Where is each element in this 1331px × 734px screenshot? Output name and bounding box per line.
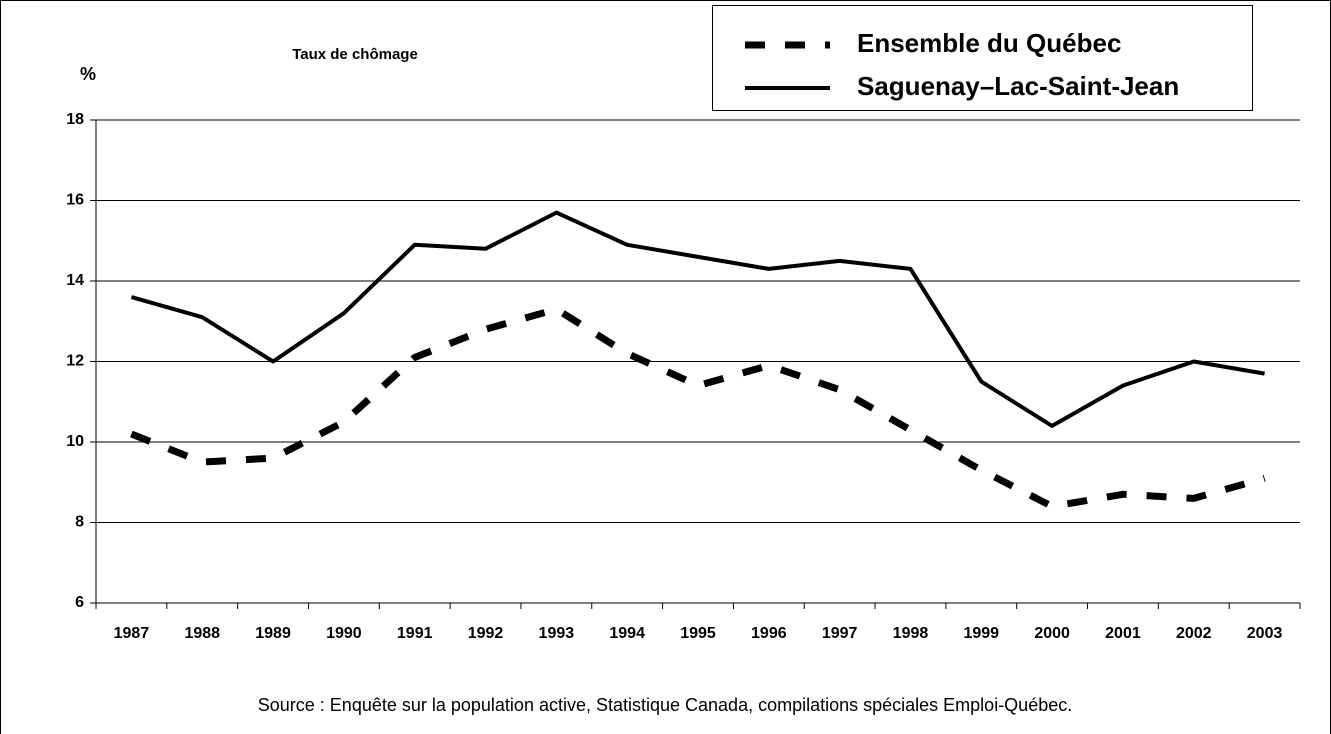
y-tick-label: 6 [75, 594, 84, 611]
x-tick-label: 1987 [114, 625, 150, 642]
x-tick-label: 2000 [1034, 625, 1070, 642]
legend-label: Saguenay–Lac-Saint-Jean [857, 71, 1179, 101]
y-tick-label: 16 [66, 192, 84, 209]
y-tick-label: 18 [66, 111, 84, 128]
y-axis-label: % [80, 64, 96, 84]
line-series [130, 305, 1266, 510]
x-tick-label: 1996 [751, 625, 787, 642]
x-tick-label: 1990 [326, 625, 362, 642]
x-tick-label: 1993 [539, 625, 575, 642]
line-series [130, 210, 1265, 428]
legend-box [712, 5, 1253, 111]
x-tick-label: 2001 [1105, 625, 1141, 642]
x-tick-label: 1991 [397, 625, 433, 642]
chart-title: Taux de chômage [292, 46, 418, 63]
x-tick-label: 1992 [468, 625, 504, 642]
x-tick-label: 1997 [822, 625, 858, 642]
x-tick-label: 2002 [1176, 625, 1212, 642]
source-note: Source : Enquête sur la population activ… [258, 695, 1072, 715]
x-tick-label: 1994 [609, 625, 645, 642]
plot-area: 6 8 10 12 14 16 18 1987 1988 1989 1990 1991 1992 1993… [66, 111, 1301, 642]
x-tick-label: 1999 [963, 625, 999, 642]
y-tick-label: 10 [66, 433, 84, 450]
x-tick-label: 2003 [1247, 625, 1283, 642]
x-tick-label: 1988 [184, 625, 220, 642]
legend-label: Ensemble du Québec [857, 28, 1121, 58]
x-tick-label: 1998 [893, 625, 929, 642]
x-tick-label: 1989 [255, 625, 291, 642]
y-tick-label: 8 [75, 514, 84, 531]
y-tick-label: 14 [66, 272, 84, 289]
x-tick-label: 1995 [680, 625, 716, 642]
y-tick-label: 12 [66, 353, 84, 370]
